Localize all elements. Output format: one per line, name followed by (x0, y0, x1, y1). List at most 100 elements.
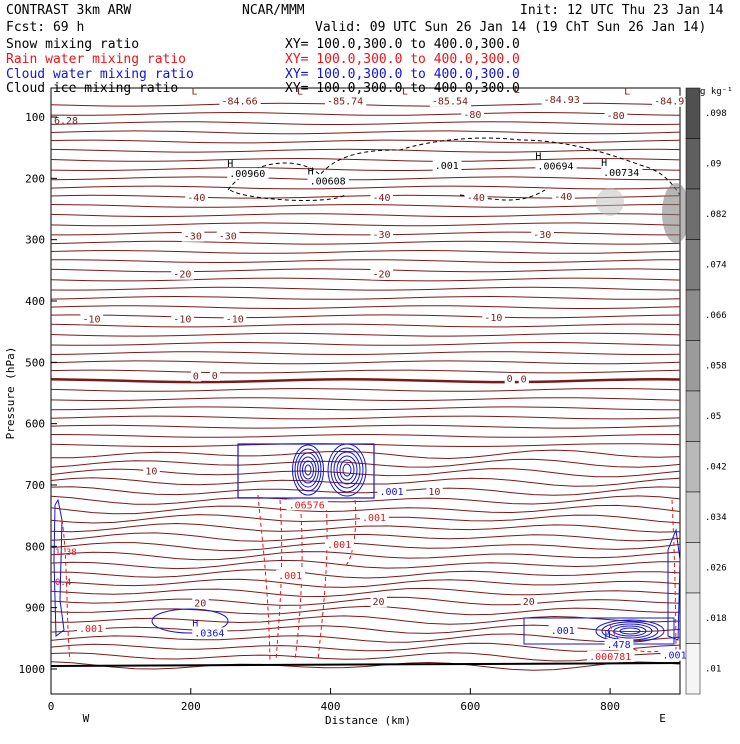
label-background (216, 230, 240, 242)
temperature-label: -40 (187, 193, 205, 204)
temperature-isoline (50, 213, 681, 218)
x-tick-label: 600 (460, 700, 480, 713)
low-marker: L (192, 87, 198, 98)
temperature-isoline (50, 295, 681, 300)
temperature-isoline (50, 157, 681, 162)
temperature-isoline (50, 424, 681, 429)
rain-water-label: .06576 (289, 500, 325, 511)
temperature-isoline (51, 615, 681, 625)
label-background (143, 465, 160, 477)
cloud-water-contour (523, 617, 675, 645)
low-marker: L (297, 87, 303, 98)
temperature-isoline (50, 222, 681, 227)
colorbar-tick-label: .01 (705, 664, 721, 674)
temperature-isoline (50, 240, 681, 245)
cloud-ice-label: .001 (435, 161, 459, 172)
colorbar: .098 .09 .082 .074 .066 .058 .05 .042 .034 .026 .0… (685, 87, 727, 695)
cloud-water-contour (299, 456, 317, 484)
label-background (209, 369, 220, 381)
legend-cloud-water: Cloud water mixing ratio (6, 67, 194, 82)
low-marker: L (624, 87, 630, 98)
temperature-label: -30 (372, 230, 390, 241)
temperature-label: -85.74 (327, 97, 363, 108)
temperature-isoline (51, 231, 680, 236)
temperature-isoline (50, 652, 681, 662)
temperature-isoline (50, 661, 681, 671)
x-tick-label: 200 (181, 700, 201, 713)
legend-snow-xy: XY= 100.0,300.0 to 400.0,300.0 (285, 37, 520, 52)
temperature-isoline (50, 387, 681, 392)
rain-water-label: .001 (278, 571, 302, 582)
temperature-isoline (50, 522, 681, 533)
temperature-isoline (50, 351, 681, 356)
temperature-label: -30 (219, 232, 237, 243)
low-marker: L (514, 85, 520, 96)
y-axis-title: Pressure (hPa) (4, 347, 17, 440)
rain-water-label: .000781 (589, 652, 631, 663)
temperature-isoline (50, 504, 681, 515)
temperature-isoline (50, 130, 681, 135)
contour-layer (50, 102, 690, 671)
rain-water-label: .001 (327, 540, 351, 551)
legend-cloud-water-xy: XY= 100.0,300.0 to 400.0,300.0 (285, 67, 520, 82)
label-background (552, 190, 575, 202)
rain-water-contour (61, 519, 71, 661)
y-tick-label: 200 (25, 172, 45, 185)
label-background (192, 627, 228, 639)
y-tick-label: 100 (25, 111, 45, 124)
rain-water-contour (275, 499, 283, 661)
colorbar-tick-label: .026 (705, 563, 727, 573)
temperature-label: -30 (184, 232, 202, 243)
label-background (171, 268, 194, 280)
temperature-label: -80 (463, 110, 481, 121)
temperature-isoline (50, 314, 681, 319)
temperature-isoline (50, 605, 680, 616)
cloud-water-contour (304, 464, 312, 476)
cloud-water-contour (336, 455, 358, 485)
snow-shading (596, 188, 624, 216)
temperature-label: -84.66 (222, 97, 258, 108)
temperature-isoline (50, 642, 681, 652)
temperature-isoline (50, 495, 681, 505)
temperature-isoline (50, 624, 681, 634)
label-background (286, 499, 328, 511)
cloud-water-contour (667, 528, 681, 641)
temperature-isoline (50, 249, 681, 254)
y-tick-label: 300 (25, 234, 45, 247)
temperature-isoline (50, 559, 681, 570)
temperature-isoline (50, 259, 681, 264)
colorbar-swatch (685, 239, 701, 291)
center-title: NCAR/MMM (242, 3, 305, 18)
temperature-isoline (50, 587, 681, 598)
cloud-water-contour (294, 448, 322, 492)
temperature-isoline (50, 551, 681, 561)
label-background (370, 192, 394, 204)
cloud-water-contour (607, 623, 653, 639)
label-background (181, 230, 205, 242)
temperature-isoline (50, 194, 681, 199)
colorbar-swatch (685, 138, 701, 190)
temperature-isoline (50, 477, 681, 487)
cloud-water-contour (297, 452, 319, 488)
left-edge-label: 1.38 (55, 548, 77, 558)
legend-rain-xy: XY= 100.0,300.0 to 400.0,300.0 (285, 52, 520, 67)
high-marker: H (601, 158, 607, 169)
surface-line (50, 662, 681, 667)
temperature-isoline (50, 332, 681, 337)
label-background (219, 95, 261, 107)
cloud-ice-label: .00608 (310, 176, 346, 187)
label-background (370, 268, 394, 280)
temperature-isoline (50, 532, 681, 542)
rain-water-label: .001 (362, 513, 386, 524)
label-layer: L -84.66 L -85.74 L -85.54 L -84.93 L -84.97 -80 -8… (54, 85, 694, 663)
y-tick-label: 600 (25, 418, 45, 431)
temperature-isoline (50, 360, 681, 365)
x-tick-label: 400 (321, 700, 341, 713)
cloud-water-contour (237, 443, 375, 499)
temperature-isoline (50, 148, 681, 153)
cloud-water-contour (613, 625, 647, 637)
colorbar-tick-label: .058 (705, 361, 727, 371)
colorbar-swatch (685, 441, 701, 493)
west-label: W (83, 712, 90, 725)
plot-frame (50, 87, 681, 695)
